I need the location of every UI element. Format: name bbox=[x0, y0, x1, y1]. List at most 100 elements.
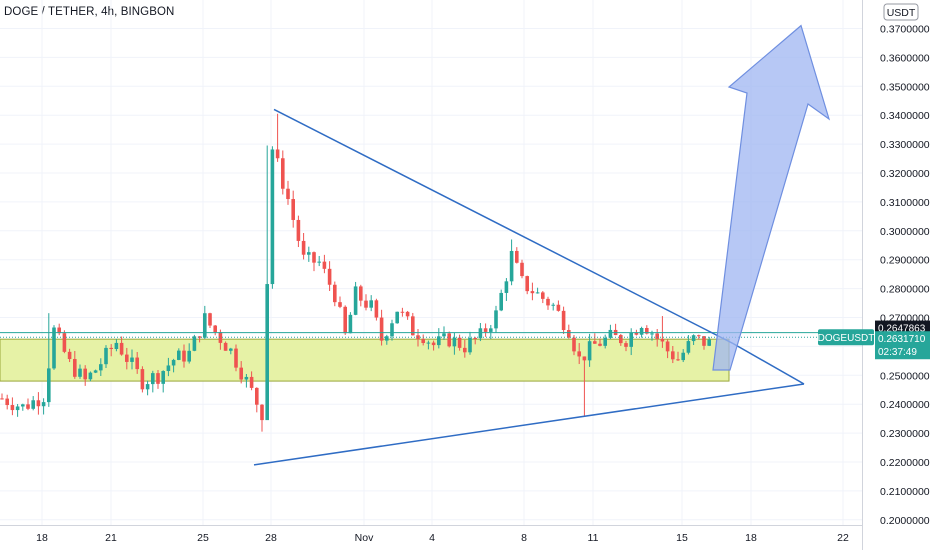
candle bbox=[223, 341, 228, 351]
candle-body bbox=[327, 268, 332, 285]
candle-body bbox=[442, 333, 446, 337]
candle-body bbox=[135, 357, 139, 370]
candle bbox=[353, 281, 358, 316]
candle bbox=[577, 343, 581, 365]
price-tick-label: 0.2200000 bbox=[880, 457, 930, 469]
candle-body bbox=[619, 335, 623, 344]
candle bbox=[88, 371, 93, 382]
candle-body bbox=[624, 343, 628, 347]
candle-body bbox=[364, 300, 368, 308]
candle bbox=[270, 146, 275, 289]
candle-body bbox=[379, 317, 384, 341]
time-tick-label: 4 bbox=[429, 532, 435, 544]
candle-body bbox=[681, 352, 685, 361]
price-tick-label: 0.3700000 bbox=[880, 24, 930, 36]
candle-body bbox=[457, 337, 462, 348]
candle-body bbox=[57, 327, 61, 334]
unit-label-box bbox=[883, 3, 919, 21]
candle bbox=[114, 339, 119, 352]
candle bbox=[52, 325, 56, 370]
candle bbox=[619, 334, 623, 346]
time-tick-label: 11 bbox=[588, 532, 599, 544]
candle bbox=[213, 324, 217, 336]
candle-body bbox=[608, 329, 613, 338]
candle bbox=[697, 334, 701, 340]
candle-body bbox=[395, 311, 399, 324]
candle-body bbox=[691, 335, 696, 342]
candle-body bbox=[47, 368, 51, 403]
candle bbox=[312, 251, 316, 272]
time-tick-label: 21 bbox=[105, 532, 117, 544]
candle bbox=[478, 322, 483, 342]
candle bbox=[286, 180, 290, 205]
last-price-tag-box bbox=[875, 331, 930, 360]
candle bbox=[156, 369, 160, 389]
candle bbox=[395, 311, 399, 324]
triangle-lower-line bbox=[253, 383, 805, 466]
candle-body bbox=[421, 339, 425, 344]
candle bbox=[572, 335, 576, 356]
price-tick-label: 0.3400000 bbox=[880, 110, 930, 122]
candle-body bbox=[151, 373, 155, 385]
candle bbox=[322, 254, 327, 274]
candle bbox=[15, 404, 20, 417]
candle bbox=[374, 298, 379, 321]
candle bbox=[525, 275, 529, 295]
candle-body bbox=[322, 261, 327, 269]
candle-body bbox=[702, 336, 706, 346]
candle bbox=[135, 351, 139, 374]
last-price-tag: 0.2631710 bbox=[878, 334, 926, 345]
candle-body bbox=[125, 354, 129, 362]
candle-body bbox=[587, 341, 592, 361]
candle-body bbox=[208, 313, 212, 326]
candle-body bbox=[374, 300, 379, 318]
candle bbox=[67, 348, 72, 363]
candle-body bbox=[567, 330, 571, 338]
projection-arrow bbox=[712, 24, 831, 371]
candle bbox=[567, 324, 571, 339]
candle-body bbox=[249, 376, 254, 388]
candle bbox=[551, 302, 555, 311]
candle bbox=[229, 347, 233, 355]
price-tick-label: 0.2800000 bbox=[880, 284, 930, 296]
candle-body bbox=[171, 359, 176, 366]
candle-body bbox=[504, 281, 509, 293]
candle-body bbox=[31, 400, 35, 409]
candle-body bbox=[203, 313, 207, 338]
candle bbox=[535, 287, 540, 294]
candle-body bbox=[411, 316, 415, 336]
candle-body bbox=[234, 348, 238, 368]
candle-body bbox=[52, 327, 56, 369]
candle-body bbox=[582, 356, 587, 361]
candle-body bbox=[634, 332, 639, 335]
candle-body bbox=[93, 370, 98, 373]
support-zone-layer bbox=[0, 338, 730, 382]
candle-body bbox=[499, 292, 503, 311]
candle bbox=[234, 344, 238, 372]
candle bbox=[327, 261, 332, 292]
price-tick-label: 0.2300000 bbox=[880, 428, 930, 440]
candle-body bbox=[307, 252, 311, 255]
candle-body bbox=[229, 348, 233, 351]
candle-body bbox=[114, 342, 119, 350]
candle-body bbox=[437, 336, 441, 346]
candle bbox=[99, 358, 103, 376]
candle-body bbox=[312, 252, 316, 263]
candle bbox=[83, 365, 87, 386]
candle bbox=[249, 371, 254, 391]
candle-body bbox=[73, 359, 77, 377]
time-tick-label: 15 bbox=[676, 532, 688, 544]
support-zone bbox=[0, 338, 730, 382]
candle-body bbox=[218, 332, 223, 343]
candle-body bbox=[603, 337, 607, 346]
candle-body bbox=[473, 337, 477, 339]
candle-body bbox=[187, 350, 191, 362]
candle bbox=[171, 358, 176, 373]
candle-body bbox=[639, 328, 644, 335]
price-tick-label: 0.3500000 bbox=[880, 81, 930, 93]
candle bbox=[151, 370, 155, 393]
candle bbox=[197, 336, 202, 343]
candle bbox=[145, 380, 150, 396]
candle-body bbox=[239, 367, 243, 380]
